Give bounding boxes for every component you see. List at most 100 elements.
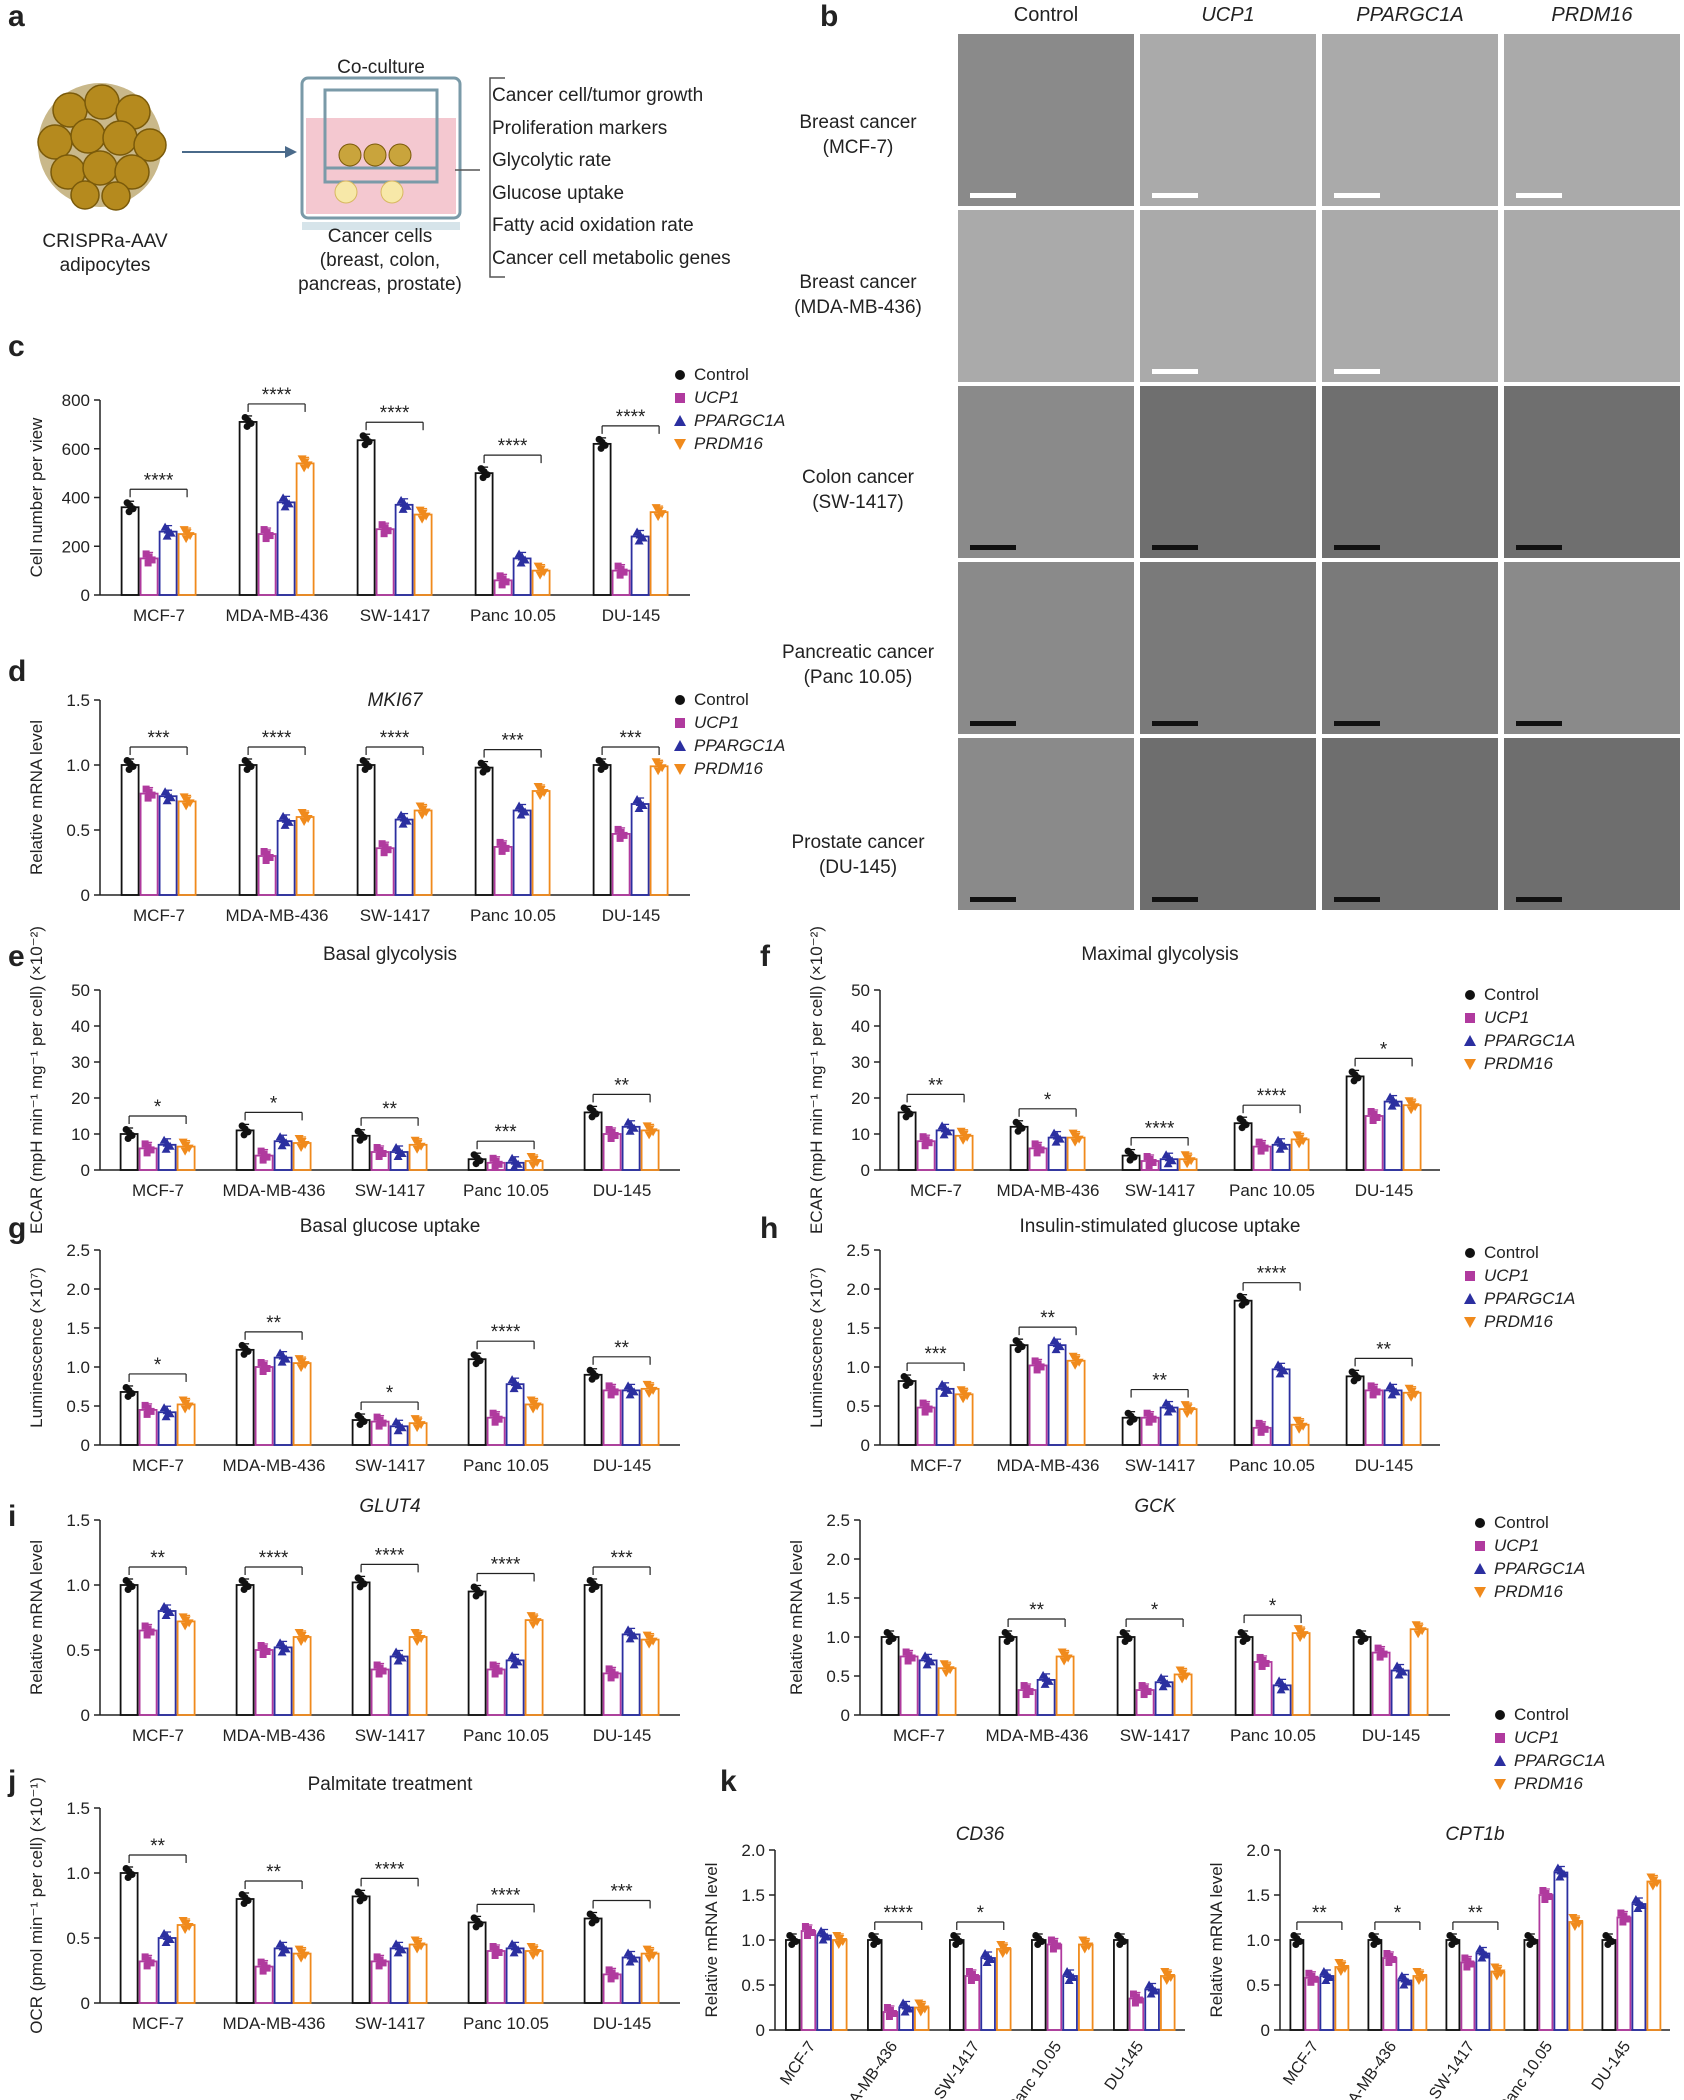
bar bbox=[630, 535, 650, 596]
bar bbox=[1601, 1939, 1617, 2031]
data-point bbox=[1294, 1140, 1304, 1149]
legend-label: Control bbox=[1494, 1513, 1549, 1532]
bar bbox=[1289, 1939, 1305, 2031]
legend-marker bbox=[1494, 1779, 1506, 1790]
bar bbox=[918, 1659, 938, 1716]
x-tick-label: SW-1417 bbox=[355, 1456, 426, 1475]
x-tick-label: MCF-7 bbox=[132, 2014, 184, 2033]
significance-label: ** bbox=[1152, 1371, 1167, 1392]
data-point bbox=[532, 1949, 542, 1957]
bar bbox=[1383, 1100, 1403, 1171]
data-point bbox=[1064, 1976, 1074, 1984]
data-point bbox=[165, 1608, 175, 1616]
data-point bbox=[1376, 1653, 1384, 1661]
x-tick-label: MDA-MB-436 bbox=[223, 1456, 326, 1475]
data-point bbox=[916, 2008, 926, 2017]
y-tick-label: 50 bbox=[851, 981, 870, 1000]
y-axis-label: Relative mRNA level bbox=[27, 1540, 46, 1695]
data-point bbox=[1311, 1975, 1319, 1983]
x-tick-label: DU-145 bbox=[602, 606, 661, 625]
bar bbox=[273, 1356, 293, 1446]
x-tick-label: DU-145 bbox=[593, 1181, 652, 1200]
y-axis-label: Luminescence (×10⁷) bbox=[807, 1267, 826, 1428]
data-point bbox=[165, 1935, 175, 1943]
column-header-control: Control bbox=[1013, 4, 1079, 26]
data-point bbox=[296, 1144, 306, 1152]
micrograph-image bbox=[1322, 386, 1498, 558]
significance-label: **** bbox=[262, 385, 292, 406]
data-point bbox=[165, 1141, 175, 1150]
significance-label: * bbox=[1380, 1039, 1388, 1060]
y-axis-label: Relative mRNA level bbox=[1207, 1863, 1226, 2018]
column-header-ppargc1a: PPARGC1A bbox=[1356, 4, 1464, 26]
x-tick-label: DU-145 bbox=[593, 1726, 652, 1745]
y-tick-label: 0.5 bbox=[66, 1929, 90, 1948]
data-point bbox=[657, 510, 667, 519]
data-point bbox=[384, 846, 392, 854]
readout-item: Glucose uptake bbox=[492, 182, 625, 204]
data-point bbox=[908, 1654, 916, 1662]
data-point bbox=[495, 1667, 503, 1675]
significance-label: ** bbox=[1040, 1308, 1055, 1329]
legend-label: UCP1 bbox=[694, 388, 739, 407]
row-label-line: (MCF-7) bbox=[822, 137, 894, 158]
legend-label: PPARGC1A bbox=[694, 736, 785, 755]
data-point bbox=[162, 531, 172, 540]
data-point bbox=[240, 1900, 248, 1907]
data-point bbox=[1406, 1106, 1416, 1115]
significance-label: **** bbox=[491, 1322, 521, 1343]
data-point bbox=[180, 1147, 190, 1156]
bar bbox=[1009, 1344, 1029, 1446]
y-tick-label: 2.0 bbox=[1246, 1841, 1270, 1860]
significance-label: *** bbox=[495, 1122, 518, 1143]
bar bbox=[1078, 1943, 1094, 2031]
data-point bbox=[185, 532, 195, 541]
data-point bbox=[1463, 1963, 1471, 1971]
legend-label: PPARGC1A bbox=[1484, 1031, 1575, 1050]
bar bbox=[592, 764, 612, 896]
data-point bbox=[280, 502, 290, 511]
data-point bbox=[240, 1131, 248, 1139]
legend-label: Control bbox=[694, 365, 749, 384]
legend-label: UCP1 bbox=[1514, 1728, 1559, 1747]
legend-label: PPARGC1A bbox=[694, 411, 785, 430]
micrograph-image bbox=[958, 562, 1134, 734]
data-point bbox=[124, 1874, 132, 1881]
data-point bbox=[1126, 1418, 1134, 1426]
data-point bbox=[1417, 1627, 1427, 1636]
data-point bbox=[532, 1402, 542, 1411]
chart-title: CD36 bbox=[956, 1824, 1005, 1845]
data-point bbox=[1070, 1361, 1080, 1370]
micrograph-image bbox=[958, 738, 1134, 910]
legend-marker bbox=[675, 370, 685, 380]
data-point bbox=[1003, 1638, 1011, 1645]
adipocyte-cluster-icon bbox=[37, 83, 167, 211]
bar bbox=[583, 1917, 603, 2004]
x-tick-label: MCF-7 bbox=[132, 1181, 184, 1200]
data-point bbox=[648, 1951, 658, 1960]
data-point bbox=[375, 1153, 383, 1160]
bar bbox=[1113, 1939, 1129, 2031]
x-tick-label: MDA-MB-436 bbox=[223, 1181, 326, 1200]
significance-label: ** bbox=[1468, 1903, 1483, 1924]
bar bbox=[375, 528, 395, 596]
x-tick-label: Panc 10.05 bbox=[1005, 2038, 1065, 2100]
data-point bbox=[356, 1136, 364, 1144]
x-tick-label: Panc 10.05 bbox=[1229, 1456, 1315, 1475]
bar bbox=[1345, 1075, 1365, 1171]
bar bbox=[954, 1393, 974, 1446]
data-point bbox=[161, 1144, 171, 1153]
data-point bbox=[620, 831, 628, 839]
y-tick-label: 1.0 bbox=[66, 756, 90, 775]
data-point bbox=[1325, 1973, 1335, 1981]
chart-title: Basal glucose uptake bbox=[300, 1216, 481, 1237]
chart-title: Palmitate treatment bbox=[308, 1774, 473, 1795]
column-header-prdm16: PRDM16 bbox=[1551, 4, 1633, 26]
data-point bbox=[491, 1670, 499, 1678]
data-point bbox=[412, 1145, 422, 1154]
x-tick-label: MCF-7 bbox=[910, 1456, 962, 1475]
legend-marker bbox=[675, 695, 685, 705]
transwell-icon bbox=[300, 76, 462, 230]
data-point bbox=[398, 819, 408, 828]
